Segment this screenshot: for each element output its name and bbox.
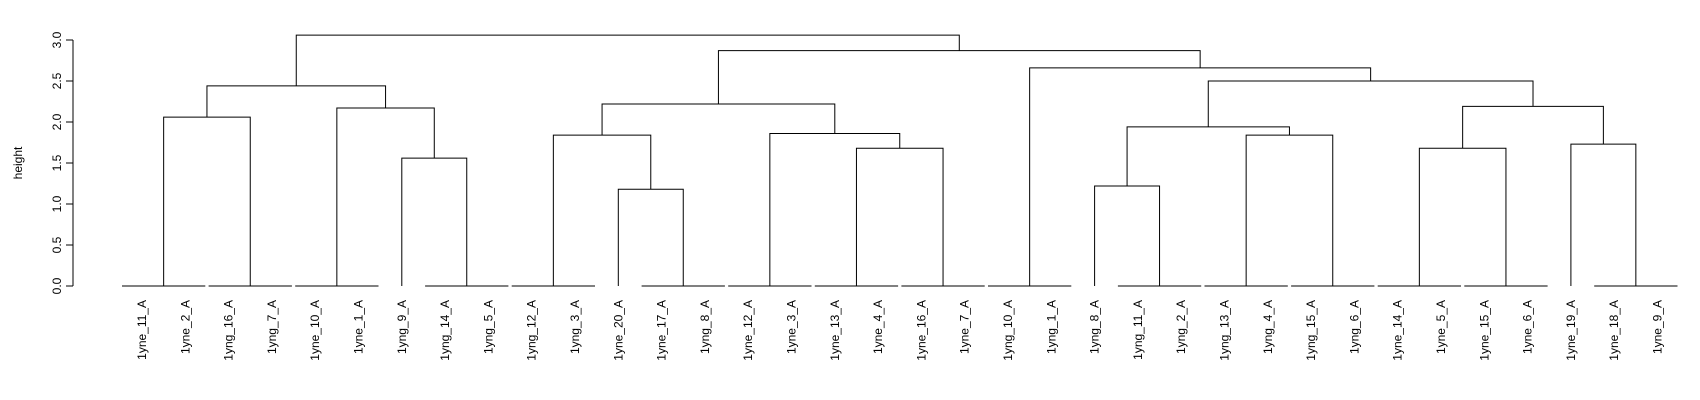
- leaf-label: 1yne_19_A: [1564, 300, 1578, 361]
- leaf-label: 1yne_11_A: [135, 300, 149, 360]
- leaf-label: 1yne_12_A: [741, 300, 755, 361]
- y-tick-label: 2.0: [50, 113, 64, 130]
- dendrogram-link: [855, 147, 944, 286]
- y-axis: 0.0 0.5 1.0 1.5 2.0 2.5 3.0 height: [11, 31, 74, 294]
- leaf-label: 1yng_13_A: [1218, 300, 1232, 361]
- dendrogram-link: [295, 34, 960, 86]
- leaf-label: 1yne_9_A: [1651, 300, 1665, 354]
- dendrogram-link: [1207, 80, 1534, 127]
- leaf-label: 1yng_12_A: [525, 300, 539, 361]
- dendrogram-link: [552, 134, 652, 286]
- leaf-label: 1yne_10_A: [308, 300, 322, 361]
- leaf-label: 1yne_2_A: [178, 300, 192, 354]
- leaf-label: 1yne_6_A: [1521, 300, 1535, 354]
- leaf-label: 1yng_8_A: [698, 300, 712, 354]
- dendrogram-link: [206, 85, 387, 118]
- dendrogram-link: [336, 107, 435, 286]
- dendrogram-link: [769, 132, 901, 286]
- leaf-label: 1yng_16_A: [222, 300, 236, 361]
- dendrogram-link: [1126, 126, 1290, 186]
- dendrogram-link: [1570, 143, 1637, 286]
- leaf-label: 1yng_3_A: [568, 300, 582, 354]
- leaf-labels: 1yne_11_A 1yne_2_A 1yng_16_A 1yng_7_A 1yne_1…: [135, 300, 1665, 361]
- dendrogram-link: [1245, 134, 1334, 286]
- y-tick-label: 2.5: [50, 72, 64, 89]
- dendrogram-link: [163, 116, 251, 286]
- leaf-label: 1yng_6_A: [1347, 300, 1361, 354]
- dendrogram-link: [717, 50, 1201, 104]
- leaf-label: 1yne_13_A: [828, 300, 842, 361]
- leaf-label: 1yne_4_A: [871, 300, 885, 354]
- leaf-label: 1yne_15_A: [1477, 300, 1491, 361]
- leaf-label: 1yng_2_A: [1174, 300, 1188, 354]
- y-ticks: 0.0 0.5 1.0 1.5 2.0 2.5 3.0: [50, 31, 73, 294]
- leaf-label: 1yne_1_A: [352, 300, 366, 354]
- dendrogram-link: [1418, 147, 1507, 286]
- leaf-label: 1yne_18_A: [1607, 300, 1621, 361]
- y-tick-label: 0.5: [50, 236, 64, 253]
- dendrogram-tree: [122, 34, 1678, 287]
- leaf-label: 1yne_16_A: [914, 300, 928, 361]
- leaf-label: 1yng_1_A: [1044, 300, 1058, 354]
- y-tick-label: 0.0: [50, 277, 64, 294]
- dendrogram-link: [1462, 105, 1604, 149]
- y-tick-label: 3.0: [50, 31, 64, 48]
- leaf-label: 1yng_7_A: [265, 300, 279, 354]
- leaf-label: 1yng_9_A: [395, 300, 409, 354]
- leaf-label: 1yng_5_A: [481, 300, 495, 354]
- leaf-label: 1yng_14_A: [438, 300, 452, 361]
- leaf-label: 1yng_11_A: [1131, 300, 1145, 360]
- y-tick-label: 1.5: [50, 154, 64, 171]
- dendrogram-link: [1029, 67, 1372, 286]
- leaf-label: 1yne_14_A: [1391, 300, 1405, 361]
- dendrogram-link: [617, 188, 684, 286]
- leaf-label: 1yne_7_A: [958, 300, 972, 354]
- leaf-label: 1yne_17_A: [655, 300, 669, 361]
- leaf-label: 1yng_4_A: [1261, 300, 1275, 354]
- dendrogram-link: [1094, 185, 1161, 286]
- dendrogram-link: [601, 103, 836, 136]
- leaf-label: 1yne_3_A: [785, 300, 799, 354]
- leaf-label: 1yng_10_A: [1001, 300, 1015, 361]
- leaf-label: 1yng_15_A: [1304, 300, 1318, 361]
- dendrogram-link: [401, 157, 468, 286]
- leaf-label: 1yng_8_A: [1088, 300, 1102, 354]
- y-axis-label: height: [11, 146, 25, 179]
- y-tick-label: 1.0: [50, 195, 64, 212]
- leaf-label: 1yne_20_A: [611, 300, 625, 361]
- leaf-label: 1yne_5_A: [1434, 300, 1448, 354]
